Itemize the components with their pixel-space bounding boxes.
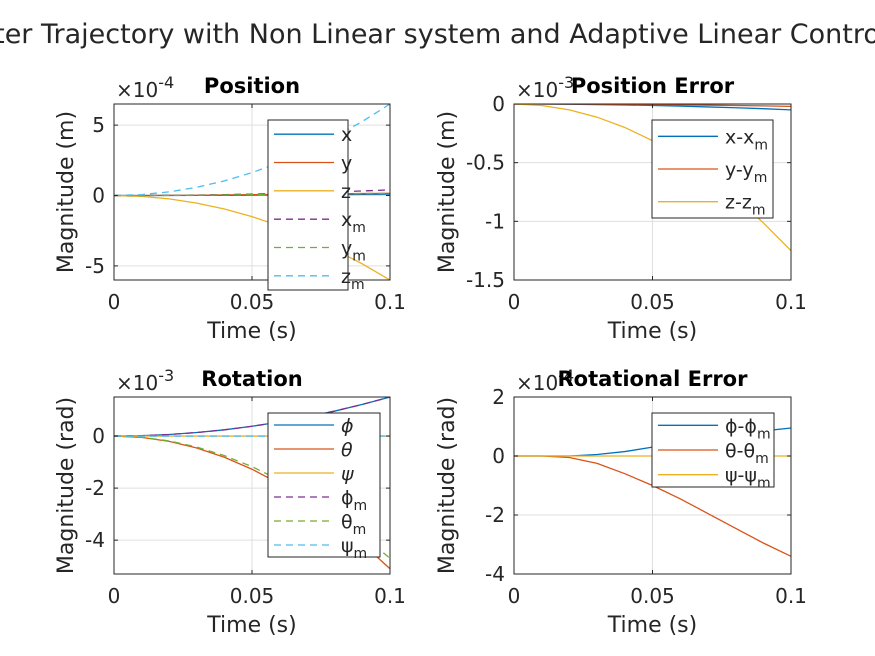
y-tick-label: 2 <box>492 385 505 409</box>
y-tick-label: -2 <box>85 476 105 500</box>
legend-entry-y-ym: y-ym <box>725 159 767 186</box>
x-axis-label: Time (s) <box>607 319 697 344</box>
x-tick-label: 0 <box>508 584 521 608</box>
x-tick-label: 0.05 <box>630 290 675 314</box>
x-tick-label: 0.05 <box>230 290 275 314</box>
y-axis-label: Magnitude (m) <box>435 111 460 273</box>
x-axis-label: Time (s) <box>206 319 296 344</box>
x-tick-label: 0 <box>108 290 121 314</box>
legend-entry-theta-thetam: θ-θm <box>725 440 769 467</box>
subplot-3: 0 0.05 0.1 -4 -2 0 ×10-3 Rotation Time (s) Magnit… <box>54 366 406 638</box>
legend-entry-zm: zm <box>341 266 365 293</box>
y-axis-label: Magnitude (rad) <box>54 397 79 574</box>
y-exponent-label: ×10-4 <box>516 366 574 395</box>
legend-entry-phi-phim: ϕ-ϕm <box>725 415 771 442</box>
y-exponent-label: ×10-4 <box>116 73 174 102</box>
legend-entry-phi: ϕ <box>341 415 354 437</box>
legend-entry-psim: ψm <box>341 535 367 562</box>
series-line-phim <box>114 397 390 437</box>
figure-title: ter Trajectory with Non Linear system an… <box>0 19 875 50</box>
y-tick-label: 0 <box>92 424 105 448</box>
subplot-title: Rotation <box>201 367 302 391</box>
subplot-title: Position <box>204 74 300 98</box>
legend-entry-phim: ϕm <box>341 487 367 514</box>
legend: ϕ-ϕmθ-θmψ-ψm <box>651 412 775 492</box>
y-exponent-label: ×10-3 <box>116 366 174 395</box>
legend-entry-z: z <box>341 181 351 203</box>
y-axis-label: Magnitude (m) <box>54 111 79 273</box>
subplot-title: Position Error <box>571 74 735 98</box>
y-tick-label: -5 <box>85 254 105 278</box>
x-tick-label: 0.05 <box>230 584 275 608</box>
legend-entry-z-zm: z-zm <box>725 192 765 219</box>
legend-entry-xm: xm <box>341 209 366 236</box>
y-tick-label: 0 <box>492 444 505 468</box>
legend-entry-theta: θ <box>341 439 353 461</box>
subplot-title: Rotational Error <box>558 367 749 391</box>
y-tick-label: 5 <box>92 113 105 137</box>
legend-entry-psi: ψ <box>341 463 354 485</box>
legend-entry-ym: ym <box>341 238 366 265</box>
x-tick-label: 0 <box>108 584 121 608</box>
y-tick-label: 0 <box>492 92 505 116</box>
y-axis-label: Magnitude (rad) <box>435 397 460 574</box>
legend-box <box>267 412 381 558</box>
x-tick-label: 0.05 <box>630 584 675 608</box>
x-axis-label: Time (s) <box>206 613 296 638</box>
y-tick-label: -1 <box>485 209 505 233</box>
x-axis-label: Time (s) <box>607 613 697 638</box>
legend-entry-x-xm: x-xm <box>725 126 768 153</box>
legend: x-xm y-ym z-zm <box>651 119 774 219</box>
y-tick-label: -0.5 <box>466 151 505 175</box>
x-tick-label: 0.1 <box>374 584 406 608</box>
legend-entry-x: x <box>341 124 352 146</box>
y-tick-label: -1.5 <box>466 268 505 292</box>
y-tick-label: 0 <box>92 184 105 208</box>
legend-entry-y: y <box>341 153 352 175</box>
y-tick-label: -4 <box>85 528 105 552</box>
x-tick-label: 0.1 <box>775 290 807 314</box>
legend-entry-thetam: θm <box>341 511 366 538</box>
legend-entry-psi-psim: ψ-ψm <box>725 465 771 492</box>
y-exponent-label: ×10-3 <box>516 73 574 102</box>
y-tick-label: -4 <box>485 562 505 586</box>
x-tick-label: 0.1 <box>374 290 406 314</box>
y-tick-label: -2 <box>485 503 505 527</box>
legend-box <box>267 119 349 291</box>
x-tick-label: 0 <box>508 290 521 314</box>
x-tick-label: 0.1 <box>775 584 807 608</box>
